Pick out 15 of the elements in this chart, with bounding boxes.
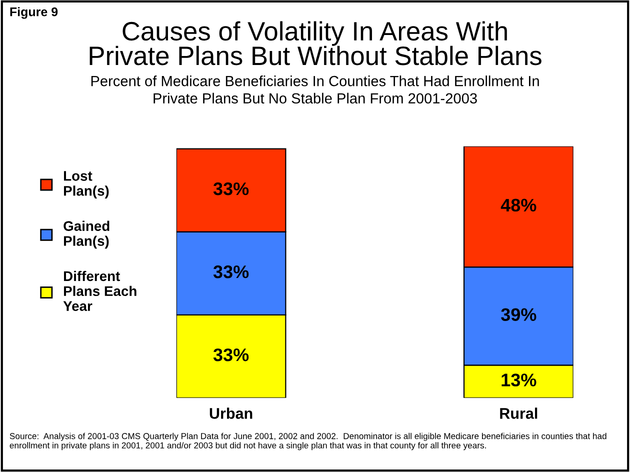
data-label: 33% <box>213 182 249 196</box>
source-note: Source: Analysis of 2001-03 CMS Quarterly Plan Data for June 2001, 2002 and 2002. Denominator is all eligible Medicare beneficiaries in counties that had enrollment in private plans in 2001, 2001 and/or 2003 but did not have a single plan that was in that county for all three years. <box>10 432 606 450</box>
data-label: 48% <box>500 198 536 212</box>
data-label: 13% <box>502 374 536 386</box>
caption: Figure 9 <box>10 7 58 19</box>
chart-subtitle: Percent of Medicare Beneficiaries In Counties That Had Enrollment In Private Plans But No Stable Plan From 2001-2003 <box>91 76 539 104</box>
data-label: 33% <box>213 265 249 278</box>
x-tick-label: Rural <box>500 408 538 419</box>
legend-label: Different Plans Each Year <box>63 270 136 311</box>
x-tick-label: Urban <box>210 408 252 419</box>
legend-label: Gained Plan(s) <box>64 220 110 249</box>
data-label: 33% <box>213 348 249 362</box>
legend-label: Lost Plan(s) <box>64 171 109 199</box>
data-label: 39% <box>501 308 536 322</box>
chart-title: Causes of Volatility In Areas With Private Plans But Without Stable Plans <box>90 21 542 66</box>
